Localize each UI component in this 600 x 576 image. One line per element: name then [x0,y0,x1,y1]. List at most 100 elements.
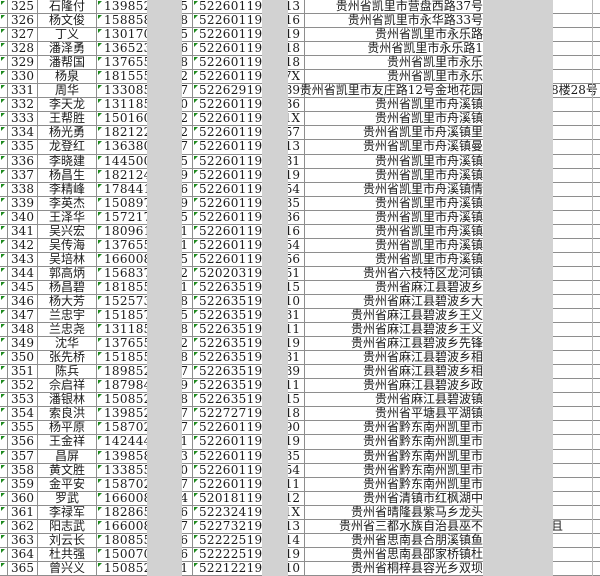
cell-id-number[interactable]: 5226011985 54 [193,238,305,252]
cell-name[interactable]: 杨文俊 [38,14,97,28]
cell-row-number[interactable]: 345 [8,280,38,294]
cell-row-number[interactable]: 365 [8,561,38,575]
cell-phone[interactable]: 1809613 1 [97,224,193,238]
cell-name[interactable]: 郭高炳 [38,266,97,280]
cell-phone[interactable]: 180855 6 [97,533,193,547]
cell-id-number[interactable]: 5226011965 18 [193,56,305,70]
cell-address[interactable]: 贵州省麻江县碧波镇 [305,393,600,406]
cell-address[interactable]: 贵州省麻江县碧波乡王义 [305,309,600,322]
cell-id-number[interactable]: 5226351989 10 [193,294,305,309]
cell-name[interactable]: 杨泉 [38,70,97,84]
cell-edge[interactable] [0,252,8,266]
cell-id-number[interactable]: 5226351981 11 [193,379,305,393]
cell-id-number[interactable]: 5222251982 14 [193,533,305,547]
cell-id-number[interactable]: 5226011964 90 [193,421,305,435]
cell-phone[interactable]: 150852 1 [97,561,193,575]
cell-edge[interactable] [0,14,8,28]
cell-address[interactable]: 贵州省三都水族自治县巫不 且 [305,519,600,533]
cell-id-number[interactable]: 5226011974 36 [193,98,305,112]
cell-address[interactable]: 贵州省麻江县碧波乡相 [305,365,600,378]
cell-address[interactable]: 贵州省麻江县碧波乡大 [305,294,600,308]
cell-edge[interactable] [0,294,8,309]
cell-row-number[interactable]: 347 [8,309,38,323]
cell-name[interactable]: 王泽华 [38,210,97,224]
cell-edge[interactable] [0,0,8,14]
cell-phone[interactable]: 1376553 1 [97,238,193,252]
cell-edge[interactable] [0,393,8,407]
cell-phone[interactable]: 158702 7 [97,477,193,491]
cell-name[interactable]: 吴传海 [38,238,97,252]
cell-address[interactable]: 贵州省黔东南州凯里市 [305,477,600,491]
cell-id-number[interactable]: 5226011980 1X [193,112,305,126]
cell-edge[interactable] [0,280,8,294]
cell-name[interactable]: 李晓建 [38,154,97,168]
cell-address[interactable]: 贵州省六枝特区龙河镇 [305,266,600,280]
cell-row-number[interactable]: 328 [8,42,38,56]
cell-name[interactable]: 曾兴义 [38,561,97,575]
cell-row-number[interactable]: 350 [8,351,38,365]
cell-phone[interactable]: 1821241 9 [97,168,193,182]
cell-name[interactable]: 潘泽勇 [38,42,97,56]
cell-address[interactable]: 贵州省黔东南州凯里市 [305,449,600,463]
cell-phone[interactable]: 131185 8 [97,323,193,337]
cell-name[interactable]: 索良洪 [38,407,97,421]
cell-id-number[interactable]: 5226011982 19 [193,168,305,182]
cell-address[interactable]: 贵州省麻江县碧波乡 [305,280,600,294]
cell-edge[interactable] [0,28,8,42]
cell-row-number[interactable]: 341 [8,224,38,238]
cell-row-number[interactable]: 356 [8,435,38,449]
cell-id-number[interactable]: 5227321962 13 [193,519,305,533]
cell-name[interactable]: 杨光勇 [38,126,97,140]
cell-name[interactable]: 罗武 [38,491,97,505]
cell-name[interactable]: 陈兵 [38,365,97,379]
cell-address[interactable]: 贵州省凯里市友庄路12号金地花园 8楼28号 [300,84,600,97]
cell-address[interactable]: 贵州省凯里市舟溪镇 [305,112,600,125]
cell-phone[interactable]: 158702 7 [97,421,193,435]
cell-row-number[interactable]: 364 [8,547,38,561]
cell-phone[interactable]: 1311855 0 [97,98,193,112]
cell-address[interactable]: 贵州省凯里市舟溪镇 [305,224,600,238]
cell-row-number[interactable]: 326 [8,14,38,28]
cell-id-number[interactable]: 5226351973 39 [193,365,305,379]
cell-edge[interactable] [0,379,8,393]
cell-row-number[interactable]: 343 [8,252,38,266]
cell-address[interactable]: 贵州省凯里市舟溪镇里 [305,126,600,139]
cell-id-number[interactable]: 5226011964 54 [193,463,305,477]
cell-edge[interactable] [0,547,8,561]
cell-id-number[interactable]: 5226351976 31 [193,309,305,323]
cell-phone[interactable]: 139852 7 [97,407,193,421]
cell-name[interactable]: 李禄军 [38,505,97,519]
cell-name[interactable]: 刘云长 [38,533,97,547]
cell-phone[interactable]: 137655 2 [97,337,193,351]
cell-address[interactable]: 贵州省凯里市舟溪镇 [305,98,600,111]
cell-id-number[interactable]: 5226011980 31 [193,154,305,168]
cell-edge[interactable] [0,126,8,140]
cell-edge[interactable] [0,238,8,252]
cell-row-number[interactable]: 363 [8,533,38,547]
cell-name[interactable]: 王金祥 [38,435,97,449]
cell-edge[interactable] [0,70,8,84]
cell-name[interactable]: 金平安 [38,477,97,491]
cell-id-number[interactable]: 5226011970 16 [193,14,305,28]
cell-phone[interactable]: 1398521 5 [97,0,193,14]
cell-phone[interactable]: 1588583 8 [97,14,193,28]
cell-phone[interactable]: 142444 1 [97,435,193,449]
cell-row-number[interactable]: 340 [8,210,38,224]
cell-phone[interactable]: 181855 1 [97,280,193,294]
cell-id-number[interactable]: 5226011970 16 [193,224,305,238]
cell-edge[interactable] [0,407,8,421]
cell-row-number[interactable]: 327 [8,28,38,42]
cell-name[interactable]: 李天龙 [38,98,97,112]
cell-edge[interactable] [0,519,8,533]
cell-id-number[interactable]: 5226011966 35 [193,449,305,463]
cell-id-number[interactable]: 5226011974 54 [193,182,305,196]
cell-id-number[interactable]: 5226351970 11 [193,323,305,337]
cell-phone[interactable]: 1508970 9 [97,196,193,210]
cell-phone[interactable]: 187984 9 [97,379,193,393]
cell-name[interactable]: 石隆付 [38,0,97,14]
cell-id-number[interactable]: 5226011972 19 [193,435,305,449]
cell-id-number[interactable]: 5221221995 10 [193,561,305,575]
cell-address[interactable]: 贵州省清镇市红枫湖中 [305,491,600,505]
cell-edge[interactable] [0,98,8,112]
cell-edge[interactable] [0,421,8,435]
